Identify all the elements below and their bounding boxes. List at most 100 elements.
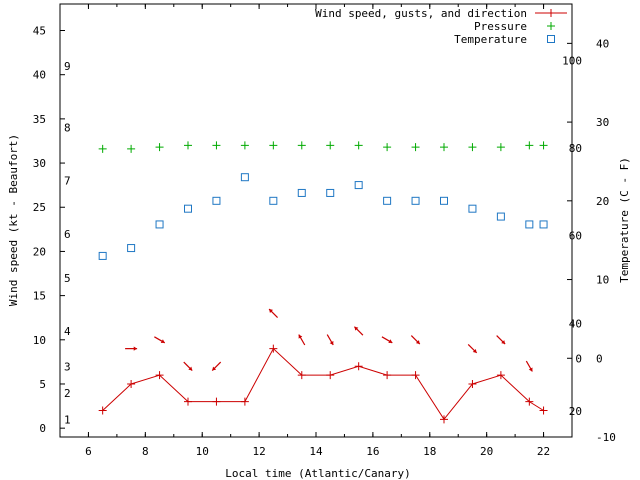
- temperature-point: [184, 204, 192, 213]
- wind-arrow-head: [298, 334, 303, 339]
- wind-direction-arrow: [154, 336, 166, 344]
- fahrenheit-label: 20: [569, 405, 582, 418]
- beaufort-label: 5: [64, 272, 71, 285]
- fahrenheit-label: 80: [569, 142, 582, 155]
- wind-speed-point: [525, 397, 534, 406]
- y-tick-label: 0: [39, 422, 46, 435]
- wind-arrow-head: [212, 366, 217, 371]
- temperature-point: [98, 251, 107, 260]
- pressure-point: [98, 144, 107, 153]
- x-tick-label: 16: [366, 445, 379, 458]
- temperature-point: [383, 196, 392, 205]
- fahrenheit-label: 40: [569, 318, 582, 331]
- wind-arrow-head: [133, 346, 138, 351]
- beaufort-label: 7: [64, 175, 71, 188]
- beaufort-label: 8: [64, 122, 71, 135]
- wind-speed-point: [240, 397, 249, 406]
- y-tick-label: 40: [33, 69, 46, 82]
- wind-arrow-head: [269, 309, 273, 313]
- legend-marker: [547, 35, 555, 43]
- y-tick-label: 5: [39, 378, 46, 391]
- pressure-point: [525, 141, 534, 150]
- x-axis-label: Local time (Atlantic/Canary): [225, 467, 410, 480]
- temperature-point: [155, 220, 164, 229]
- wind-speed-point: [155, 371, 164, 380]
- plot-frame: [59, 3, 573, 438]
- y-tick-label: 30: [33, 157, 46, 170]
- y-tick-label: 15: [33, 290, 46, 303]
- wind-speed-point: [184, 397, 192, 406]
- wind-direction-arrow: [467, 343, 478, 354]
- wind-direction-arrow: [381, 336, 393, 344]
- x-tick-label: 18: [423, 445, 436, 458]
- temperature-point: [468, 204, 477, 213]
- wind-direction-arrow: [525, 360, 533, 372]
- beaufort-label: 6: [64, 228, 71, 241]
- wind-speed-point: [354, 362, 363, 371]
- wind-speed-line: [102, 347, 544, 421]
- legend-label: Temperature: [454, 33, 527, 46]
- wind-speed-point: [468, 379, 477, 388]
- pressure-point: [411, 143, 420, 152]
- beaufort-label: 9: [64, 60, 71, 73]
- pressure-point: [354, 141, 363, 150]
- beaufort-label: 4: [64, 325, 71, 338]
- temperature-point: [440, 196, 448, 205]
- wind-speed-point: [539, 406, 548, 415]
- wind-arrow-head: [160, 339, 165, 343]
- temperature-point: [326, 188, 335, 197]
- wind-speed-point: [326, 371, 335, 380]
- y2-tick-label: -10: [596, 431, 616, 444]
- y2-tick-label: 40: [596, 37, 609, 50]
- pressure-point: [269, 141, 278, 150]
- wind-arrow-head: [354, 326, 359, 331]
- y-tick-label: 35: [33, 113, 46, 126]
- pressure-point: [383, 143, 392, 152]
- pressure-point: [155, 143, 164, 152]
- fahrenheit-label: 0: [575, 352, 582, 365]
- wind-direction-arrow: [183, 361, 193, 371]
- wind-speed-point: [411, 371, 420, 380]
- beaufort-label: 1: [64, 413, 71, 426]
- x-tick-label: 10: [196, 445, 209, 458]
- wind-direction-arrow: [268, 308, 279, 318]
- wind-speed-point: [127, 379, 136, 388]
- wind-arrow-head: [388, 339, 393, 343]
- legend-marker: [547, 22, 555, 30]
- pressure-point: [297, 141, 306, 150]
- wind-speed-point: [297, 371, 306, 380]
- temperature-point: [269, 196, 278, 205]
- wind-direction-arrow: [211, 361, 222, 371]
- y2-tick-label: 10: [596, 274, 609, 287]
- x-tick-label: 8: [142, 445, 149, 458]
- wind-speed-point: [269, 344, 278, 353]
- wind-speed-point: [440, 415, 448, 424]
- x-tick-label: 20: [480, 445, 493, 458]
- y-axis-label: Wind speed (kt - Beaufort): [7, 134, 20, 306]
- wind-arrow-head: [188, 366, 193, 371]
- x-tick-label: 22: [537, 445, 550, 458]
- pressure-point: [496, 143, 505, 152]
- legend: Wind speed, gusts, and directionPressure…: [315, 7, 567, 46]
- pressure-point: [440, 143, 448, 152]
- wind-direction-arrow: [326, 334, 334, 346]
- temperature-point: [539, 220, 548, 229]
- temperature-point: [411, 196, 420, 205]
- beaufort-label: 2: [64, 387, 71, 400]
- legend-marker: [547, 9, 555, 17]
- pressure-point: [212, 141, 221, 150]
- wind-speed-point: [98, 406, 107, 415]
- wind-arrow-head: [329, 340, 334, 345]
- y-tick-label: 25: [33, 201, 46, 214]
- wind-direction-arrow: [496, 335, 506, 345]
- x-tick-label: 12: [252, 445, 265, 458]
- wind-direction-arrow: [125, 346, 138, 351]
- pressure-point: [240, 141, 249, 150]
- y-tick-label: 10: [33, 334, 46, 347]
- beaufort-label: 3: [64, 360, 71, 373]
- y2-tick-label: 20: [596, 195, 609, 208]
- wind-direction-arrow: [410, 335, 421, 345]
- legend-label: Pressure: [474, 20, 527, 33]
- x-tick-label: 6: [85, 445, 92, 458]
- pressure-point: [539, 141, 548, 150]
